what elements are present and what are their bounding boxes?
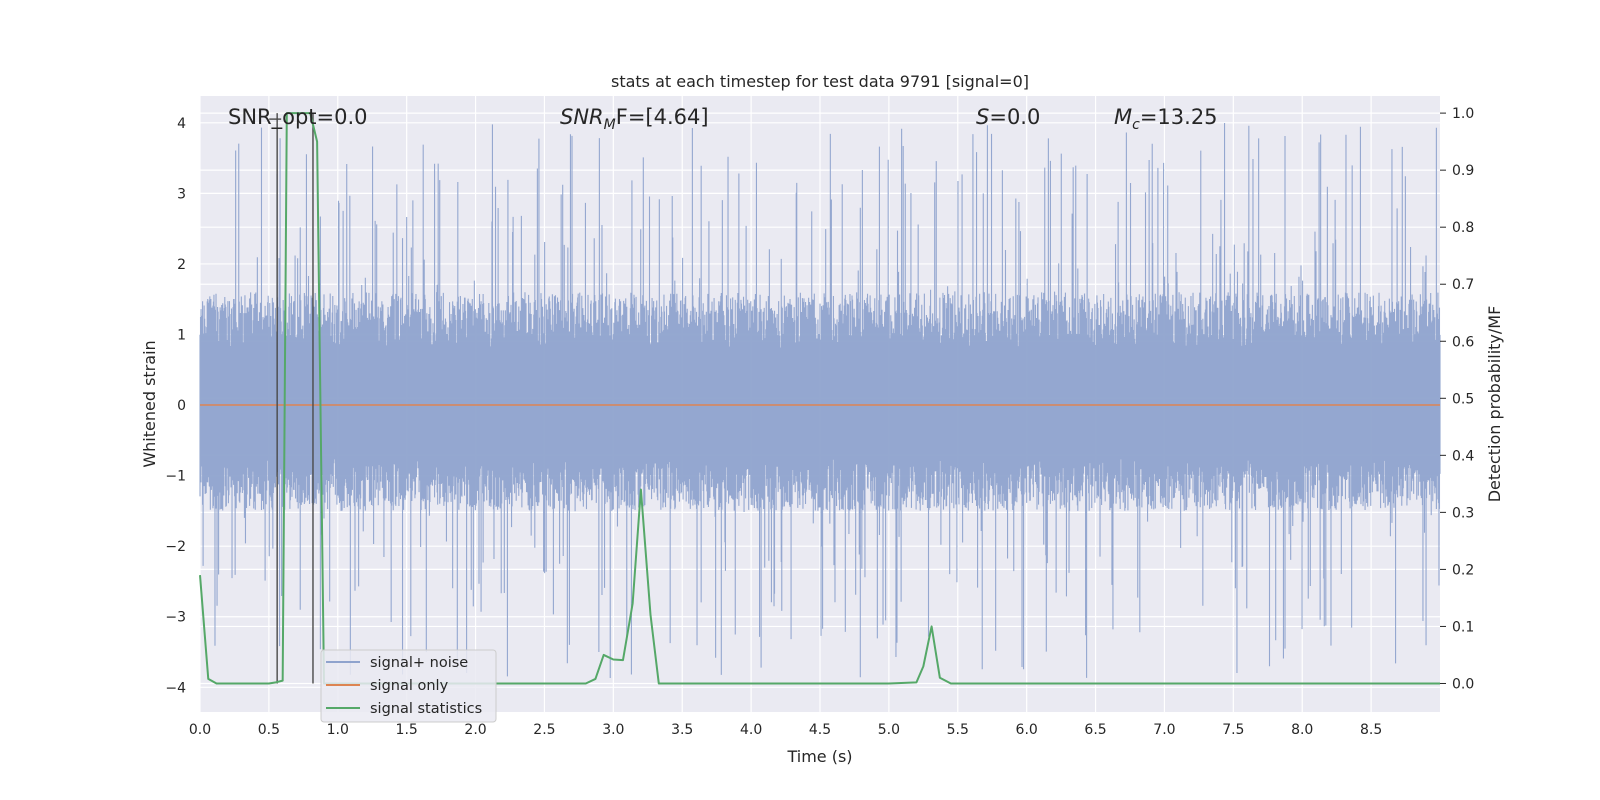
y-tick-label-right: 0.7 [1452, 277, 1474, 293]
y-tick-label-left: 3 [177, 186, 186, 202]
x-tick-label: 7.5 [1222, 722, 1244, 738]
x-tick-label: 5.5 [947, 722, 969, 738]
tick-labels: 0.0 0.5 1.0 1.5 2.0 2.5 3.0 3.5 4.0 4.5 5.0 5.5 6.0 6… [165, 106, 1474, 738]
x-tick-label: 4.5 [809, 722, 831, 738]
y-tick-label-right: 0.6 [1452, 334, 1474, 350]
y-tick-label-left: −1 [165, 469, 186, 485]
x-tick-label: 4.0 [740, 722, 762, 738]
y-tick-label-right: 0.1 [1452, 619, 1474, 635]
y-tick-label-left: 2 [177, 257, 186, 273]
legend-label-signal-only: signal only [370, 678, 449, 694]
x-tick-label: 1.5 [396, 722, 418, 738]
annotation-s-main: S [976, 105, 989, 129]
legend: signal+ noise signal only signal statist… [320, 649, 497, 723]
annotation-s: S=0.0 [976, 105, 1040, 129]
y-tick-label-right: 0.8 [1452, 220, 1474, 236]
annotation-mc-sub: c [1132, 117, 1140, 133]
y-tick-label-right: 0.5 [1452, 391, 1474, 407]
y-tick-label-left: 0 [177, 398, 186, 414]
annotation-mc-rest: =13.25 [1140, 105, 1218, 129]
x-tick-label: 0.5 [258, 722, 280, 738]
y-axis-label-left: Whitened strain [140, 340, 159, 467]
x-tick-label: 2.5 [533, 722, 555, 738]
annotation-snr-mf: SNRMF=[4.64] [560, 105, 709, 133]
y-tick-label-right: 0.9 [1452, 163, 1474, 179]
y-tick-label-left: 4 [177, 116, 186, 132]
y-tick-label-right: 1.0 [1452, 106, 1474, 122]
annotation-snr-mf-main: SNR [560, 105, 604, 129]
y-tick-label-left: 1 [177, 327, 186, 343]
annotation-mc-main: M [1114, 105, 1132, 129]
chart-title: stats at each timestep for test data 979… [611, 72, 1029, 91]
legend-label-signal-statistics: signal statistics [370, 701, 482, 717]
y-tick-label-right: 0.3 [1452, 505, 1474, 521]
x-tick-label: 8.5 [1360, 722, 1382, 738]
annotation-s-rest: =0.0 [989, 105, 1040, 129]
signal-statistics-line [199, 112, 1440, 685]
y-tick-label-left: −3 [165, 610, 186, 626]
x-tick-label: 7.0 [1153, 722, 1175, 738]
x-tick-label: 0.0 [189, 722, 211, 738]
legend-label-signal-noise: signal+ noise [370, 655, 468, 671]
x-tick-label: 2.0 [464, 722, 486, 738]
legend-box [320, 649, 497, 723]
y-tick-label-left: −2 [165, 539, 186, 555]
annotation-mc: Mc=13.25 [1114, 105, 1218, 133]
signal-noise-series [199, 123, 1441, 678]
y-tick-label-right: 0.4 [1452, 448, 1474, 464]
x-tick-label: 3.0 [602, 722, 624, 738]
x-axis-label: Time (s) [786, 747, 852, 766]
x-tick-label: 6.5 [1084, 722, 1106, 738]
x-tick-label: 8.0 [1291, 722, 1313, 738]
annotation-snr-mf-sub: M [604, 117, 616, 133]
y-tick-label-right: 0.0 [1452, 676, 1474, 692]
x-tick-label: 5.0 [878, 722, 900, 738]
x-tick-label: 6.0 [1016, 722, 1038, 738]
y-tick-label-right: 0.2 [1452, 562, 1474, 578]
signal-noise-line [199, 123, 1441, 678]
line-series [199, 112, 1440, 685]
annotation-snr-opt: SNR_opt=0.0 [228, 105, 368, 130]
y-axis-label-right: Detection probability/MF [1485, 306, 1504, 503]
x-tick-label: 1.0 [327, 722, 349, 738]
x-tick-label: 3.5 [671, 722, 693, 738]
annotation-snr-mf-rest: F=[4.64] [616, 105, 709, 129]
y-tick-label-left: −4 [165, 680, 186, 696]
